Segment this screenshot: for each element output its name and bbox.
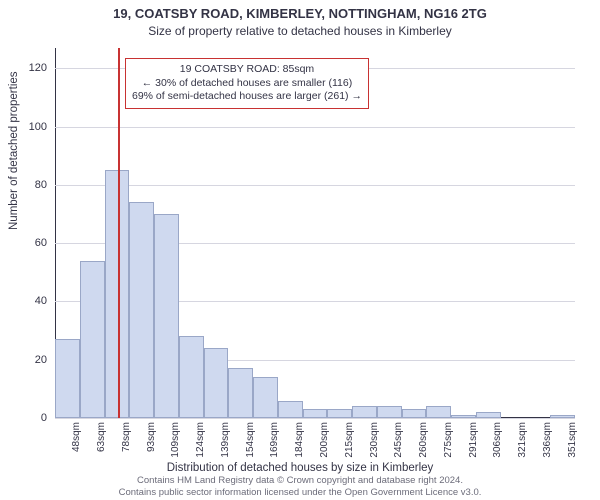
histogram-bar <box>451 415 476 418</box>
histogram-bar <box>105 170 130 418</box>
callout-box: 19 COATSBY ROAD: 85sqm ← 30% of detached … <box>125 58 369 109</box>
x-tick-label: 336sqm <box>542 422 553 472</box>
histogram-bar <box>303 409 328 418</box>
chart-container: 19, COATSBY ROAD, KIMBERLEY, NOTTINGHAM,… <box>0 0 600 500</box>
histogram-bar <box>476 412 501 418</box>
x-tick-label: 154sqm <box>245 422 256 472</box>
x-tick-label: 321sqm <box>517 422 528 472</box>
histogram-bar <box>80 261 105 418</box>
x-tick-label: 200sqm <box>319 422 330 472</box>
grid-line <box>55 127 575 128</box>
histogram-bar <box>550 415 575 418</box>
x-tick-label: 215sqm <box>344 422 355 472</box>
title-sub: Size of property relative to detached ho… <box>0 24 600 38</box>
x-tick-label: 306sqm <box>492 422 503 472</box>
x-tick-label: 230sqm <box>369 422 380 472</box>
histogram-bar <box>129 202 154 418</box>
callout-line-3: 69% of semi-detached houses are larger (… <box>132 90 362 102</box>
x-tick-label: 184sqm <box>294 422 305 472</box>
y-tick-label: 100 <box>0 121 47 133</box>
histogram-bar <box>228 368 253 418</box>
x-tick-label: 291sqm <box>468 422 479 472</box>
histogram-bar <box>377 406 402 418</box>
y-tick-label: 0 <box>0 412 47 424</box>
histogram-bar <box>179 336 204 418</box>
histogram-bar <box>402 409 427 418</box>
x-tick-label: 63sqm <box>96 422 107 472</box>
y-tick-label: 120 <box>0 62 47 74</box>
histogram-bar <box>426 406 451 418</box>
footer-line-1: Contains HM Land Registry data © Crown c… <box>137 475 463 486</box>
x-tick-label: 275sqm <box>443 422 454 472</box>
histogram-bar <box>253 377 278 418</box>
x-tick-label: 169sqm <box>269 422 280 472</box>
x-tick-label: 78sqm <box>121 422 132 472</box>
plot-area: 19 COATSBY ROAD: 85sqm ← 30% of detached … <box>55 48 575 418</box>
y-tick-label: 80 <box>0 179 47 191</box>
histogram-bar <box>278 401 303 418</box>
x-tick-label: 351sqm <box>567 422 578 472</box>
histogram-bar <box>154 214 179 418</box>
x-tick-label: 93sqm <box>146 422 157 472</box>
x-tick-label: 245sqm <box>393 422 404 472</box>
histogram-bar <box>55 339 80 418</box>
marker-line <box>118 48 120 418</box>
callout-line-1: 19 COATSBY ROAD: 85sqm <box>180 63 314 75</box>
x-tick-label: 124sqm <box>195 422 206 472</box>
callout-line-2: ← 30% of detached houses are smaller (11… <box>142 77 353 89</box>
y-axis-label: Number of detached properties <box>8 71 20 230</box>
histogram-bar <box>204 348 229 418</box>
grid-line <box>55 418 575 419</box>
footer: Contains HM Land Registry data © Crown c… <box>0 475 600 498</box>
title-main: 19, COATSBY ROAD, KIMBERLEY, NOTTINGHAM,… <box>0 6 600 21</box>
grid-line <box>55 185 575 186</box>
footer-line-2: Contains public sector information licen… <box>119 487 482 498</box>
histogram-bar <box>352 406 377 418</box>
x-tick-label: 139sqm <box>220 422 231 472</box>
y-tick-label: 20 <box>0 354 47 366</box>
histogram-bar <box>327 409 352 418</box>
x-tick-label: 109sqm <box>170 422 181 472</box>
y-tick-label: 40 <box>0 295 47 307</box>
x-tick-label: 48sqm <box>71 422 82 472</box>
x-tick-label: 260sqm <box>418 422 429 472</box>
y-tick-label: 60 <box>0 237 47 249</box>
